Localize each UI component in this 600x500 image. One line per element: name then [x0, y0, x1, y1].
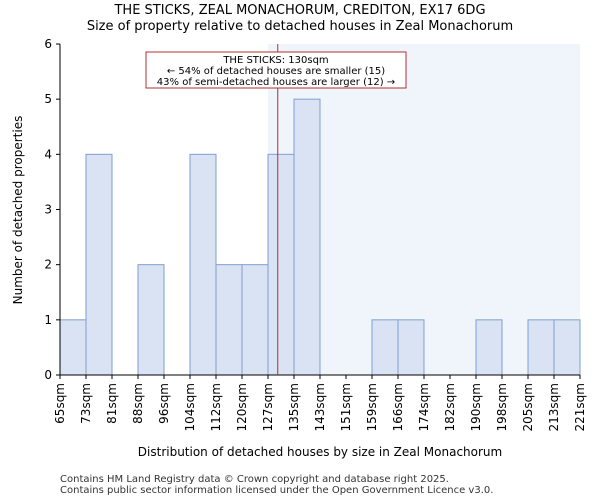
bar-88sqm — [137, 264, 165, 376]
x-tick-label-127sqm: 127sqm — [261, 383, 275, 431]
x-tick-label-96sqm: 96sqm — [157, 383, 171, 424]
chart-title: THE STICKS, ZEAL MONACHORUM, CREDITON, E… — [114, 3, 486, 18]
x-tick-label-166sqm: 166sqm — [391, 383, 405, 431]
chart-subtitle: Size of property relative to detached ho… — [86, 19, 514, 34]
x-tick-label-120sqm: 120sqm — [235, 383, 249, 431]
x-tick-label-221sqm: 221sqm — [573, 383, 587, 431]
y-tick-label-3: 3 — [44, 203, 52, 217]
x-tick-label-159sqm: 159sqm — [365, 383, 379, 431]
x-tick-label-182sqm: 182sqm — [443, 383, 457, 431]
y-tick-label-4: 4 — [44, 147, 52, 161]
x-tick-label-151sqm: 151sqm — [339, 383, 353, 431]
footer-licence: Contains public sector information licen… — [60, 485, 494, 496]
x-tick-label-73sqm: 73sqm — [79, 383, 93, 424]
x-tick-label-104sqm: 104sqm — [183, 383, 197, 431]
x-tick-label-213sqm: 213sqm — [547, 383, 561, 431]
bar-190sqm — [475, 319, 503, 376]
annotation-box — [145, 51, 407, 89]
x-axis-label: Distribution of detached houses by size … — [137, 445, 503, 459]
bar-127sqm — [267, 153, 295, 376]
x-tick-label-112sqm: 112sqm — [209, 383, 223, 431]
bar-166sqm — [397, 319, 425, 376]
y-tick-label-2: 2 — [44, 258, 52, 272]
x-tick-label-198sqm: 198sqm — [495, 383, 509, 431]
bar-112sqm — [215, 264, 243, 376]
bar-213sqm — [553, 319, 581, 376]
bar-120sqm — [241, 264, 269, 376]
x-tick-label-143sqm: 143sqm — [313, 383, 327, 431]
annotation-line-3: 43% of semi-detached houses are larger (… — [157, 77, 395, 88]
y-tick-label-6: 6 — [44, 37, 52, 51]
annotation-line-1: THE STICKS: 130sqm — [222, 55, 328, 66]
footer-copyright: Contains HM Land Registry data © Crown c… — [60, 474, 449, 485]
annotation-line-2: ← 54% of detached houses are smaller (15… — [167, 66, 385, 77]
bar-65sqm — [59, 319, 87, 376]
bar-205sqm — [527, 319, 555, 376]
bar-159sqm — [371, 319, 399, 376]
x-tick-label-65sqm: 65sqm — [53, 383, 67, 424]
x-tick-label-205sqm: 205sqm — [521, 383, 535, 431]
x-tick-label-88sqm: 88sqm — [131, 383, 145, 424]
y-tick-label-1: 1 — [44, 313, 52, 327]
y-tick-label-0: 0 — [44, 368, 52, 382]
x-tick-label-135sqm: 135sqm — [287, 383, 301, 431]
x-tick-label-81sqm: 81sqm — [105, 383, 119, 424]
bar-73sqm — [85, 153, 113, 376]
bar-104sqm — [189, 153, 217, 376]
x-tick-label-190sqm: 190sqm — [469, 383, 483, 431]
y-tick-label-5: 5 — [44, 92, 52, 106]
bar-135sqm — [293, 98, 321, 376]
y-axis-label: Number of detached properties — [11, 115, 25, 305]
x-tick-label-174sqm: 174sqm — [417, 383, 431, 431]
